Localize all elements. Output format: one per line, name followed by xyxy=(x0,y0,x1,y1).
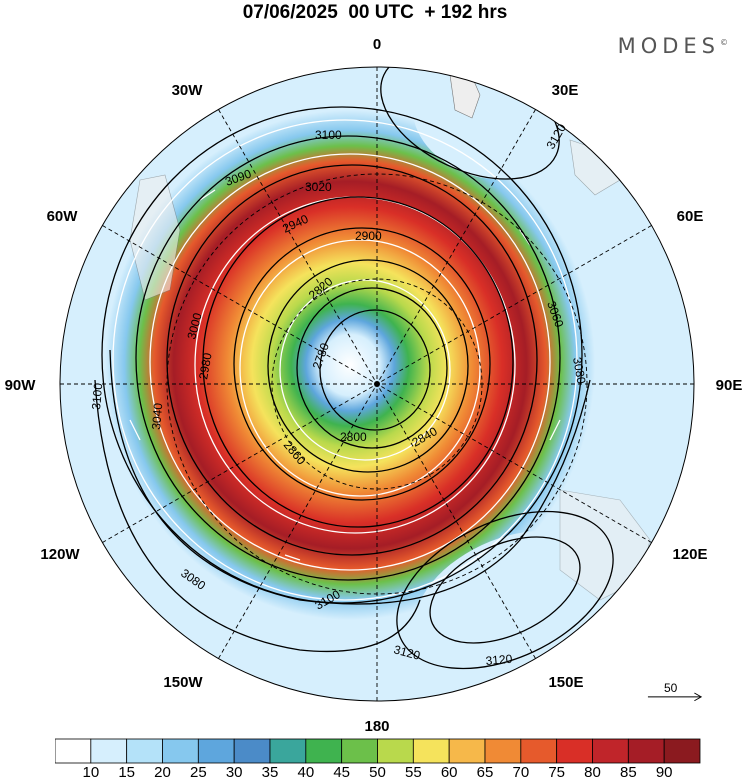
lon-label-30e: 30E xyxy=(552,82,579,99)
colorbar-swatch xyxy=(162,738,199,764)
map-boundary xyxy=(59,66,695,702)
colorbar-tick-label: 15 xyxy=(118,764,135,781)
colorbar-tick-label: 30 xyxy=(225,764,243,781)
colorbar-swatch xyxy=(126,738,163,764)
brand-mark: © xyxy=(720,38,728,47)
colorbar-tick-label: 85 xyxy=(619,764,637,781)
jet-stream-shading xyxy=(105,110,595,620)
vector-reference-arrow xyxy=(647,692,703,702)
contour-label: 2980 xyxy=(196,351,214,380)
forecast-title: 07/06/2025 00 UTC + 192 hrs xyxy=(242,2,508,23)
colorbar-swatch xyxy=(341,738,378,764)
colorbar-tick-label: 10 xyxy=(82,764,100,781)
contour-label: 3100 xyxy=(89,382,105,410)
lon-label-180: 180 xyxy=(364,718,389,735)
vector-reference-label: 50 xyxy=(664,681,678,695)
lon-label-0: 0 xyxy=(373,36,381,53)
colorbar-swatch xyxy=(412,738,450,764)
colorbar-tick-label: 70 xyxy=(512,764,530,781)
colorbar-tick-label: 20 xyxy=(154,764,171,781)
colorbar-tick-label: 60 xyxy=(440,764,458,781)
contour-label: 3020 xyxy=(305,180,332,194)
contour-label: 2800 xyxy=(340,430,367,444)
colorbar-swatch xyxy=(233,738,271,764)
colorbar-tick-label: 90 xyxy=(655,764,673,781)
colorbar-tick-label: 35 xyxy=(261,764,279,781)
colorbar-tick-label: 25 xyxy=(189,764,207,781)
longitude-labels: 0 30E 60E 90E 120E 150E 180 150W 120W 90… xyxy=(5,36,743,735)
colorbar-tick-label: 40 xyxy=(297,764,315,781)
brand-name: MODES xyxy=(617,34,720,58)
colorbar-swatch xyxy=(520,738,558,764)
colorbar-swatch xyxy=(556,738,593,764)
contour-label: 3100 xyxy=(315,128,342,142)
colorbar-swatch xyxy=(484,738,522,764)
contour-label: 3000 xyxy=(184,311,205,341)
lon-label-60e: 60E xyxy=(677,208,704,225)
lon-label-60w: 60W xyxy=(47,208,79,225)
colorbar-swatch xyxy=(197,738,235,764)
colorbar-swatch xyxy=(592,738,629,764)
colorbar-swatch xyxy=(90,738,128,764)
colorbar-tick-label: 65 xyxy=(476,764,494,781)
colorbar-tick-label: 80 xyxy=(584,764,601,781)
colorbar-swatch xyxy=(627,738,665,764)
colorbar-swatch xyxy=(269,738,307,764)
anticyclone-low-wind xyxy=(415,530,595,660)
contour-label: 3120 xyxy=(392,642,422,663)
lon-label-90e: 90E xyxy=(716,377,743,394)
colorbar-swatch xyxy=(55,738,92,764)
lon-label-120w: 120W xyxy=(40,546,80,563)
polar-map: 0 30E 60E 90E 120E 150E 180 150W 120W 90… xyxy=(5,36,743,735)
colorbar-swatch xyxy=(377,738,414,764)
lon-label-150w: 150W xyxy=(163,674,203,691)
lon-label-150e: 150E xyxy=(548,674,583,691)
lon-label-30w: 30W xyxy=(172,82,204,99)
colorbar-swatch xyxy=(305,738,343,764)
streamlines xyxy=(112,119,578,601)
lon-label-90w: 90W xyxy=(5,377,37,394)
colorbar-tick-label: 45 xyxy=(333,764,350,781)
colorbar-tick-label: 75 xyxy=(548,764,565,781)
height-contours xyxy=(94,67,614,670)
contour-label: 3120 xyxy=(485,652,513,668)
north-pole-marker xyxy=(374,381,380,387)
brand-logo: MODES© xyxy=(618,34,728,58)
colorbar-swatch xyxy=(663,738,701,764)
colorbar-tick-label: 50 xyxy=(369,764,386,781)
colorbar-swatch xyxy=(448,738,486,764)
contour-label: 2900 xyxy=(355,229,382,243)
colorbar-tick-label: 55 xyxy=(404,764,422,781)
contour-label: 3040 xyxy=(149,402,165,430)
contour-label: 3080 xyxy=(570,356,588,385)
colorbar xyxy=(55,738,701,764)
lon-label-120e: 120E xyxy=(672,546,707,563)
